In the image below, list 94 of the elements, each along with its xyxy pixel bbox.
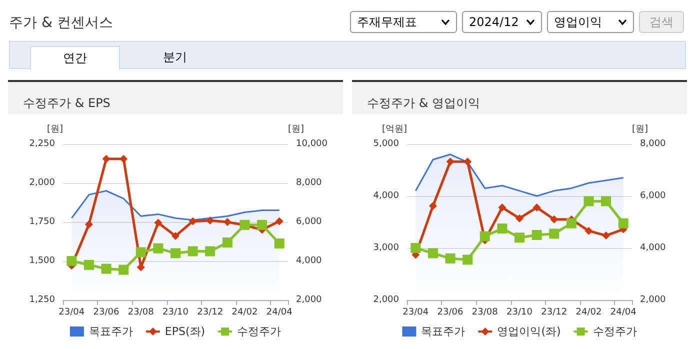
legend-label: 목표주가 bbox=[421, 325, 466, 338]
point bbox=[464, 158, 472, 166]
x-tick-label: 23/04 bbox=[58, 308, 85, 318]
legend-label: 수정주가 bbox=[237, 325, 282, 338]
x-tick-label: 24/02 bbox=[576, 308, 602, 318]
y2-axis-title: [원] bbox=[632, 124, 648, 134]
y2-tick-label: 8,000 bbox=[296, 178, 322, 188]
text: 검색 bbox=[639, 11, 684, 33]
point bbox=[120, 154, 128, 163]
point bbox=[136, 247, 146, 258]
point bbox=[584, 196, 594, 206]
point bbox=[257, 220, 268, 230]
y2-axis-title: [원] bbox=[288, 124, 304, 134]
point bbox=[102, 154, 110, 163]
point bbox=[462, 254, 473, 265]
point bbox=[172, 232, 180, 240]
y-tick-label: 4,000 bbox=[373, 191, 400, 201]
point bbox=[602, 232, 610, 240]
y-axis-title: [원] bbox=[46, 124, 63, 134]
y2-tick-label: 2,000 bbox=[640, 295, 666, 305]
y-tick-label: 1,500 bbox=[29, 256, 56, 266]
point bbox=[274, 238, 284, 248]
y2-tick-label: 6,000 bbox=[296, 217, 322, 227]
point bbox=[428, 248, 438, 258]
point bbox=[101, 264, 112, 274]
legend-label: 목표주가 bbox=[88, 325, 133, 338]
x-tick-label: 23/10 bbox=[162, 308, 189, 318]
legend-label: 수정주가 bbox=[592, 325, 637, 338]
point bbox=[205, 246, 216, 256]
text: 영업이익 bbox=[554, 14, 602, 30]
point bbox=[118, 264, 129, 275]
point bbox=[532, 230, 542, 240]
y2-tick-label: 4,000 bbox=[296, 256, 322, 266]
x-tick-label: 23/12 bbox=[197, 308, 224, 318]
point bbox=[618, 218, 628, 228]
text: 연간 bbox=[30, 46, 120, 70]
x-tick-label: 23/12 bbox=[541, 308, 568, 318]
point bbox=[584, 226, 593, 235]
x-tick-label: 24/02 bbox=[232, 308, 258, 318]
y-tick-label: 2,000 bbox=[373, 295, 400, 305]
point bbox=[188, 246, 198, 256]
y2-tick-label: 10,000 bbox=[296, 139, 328, 149]
text: 주재무제표 bbox=[357, 14, 417, 30]
x-tick-label: 23/08 bbox=[472, 308, 498, 318]
x-tick-label: 23/08 bbox=[128, 308, 154, 318]
x-tick-label: 23/04 bbox=[402, 308, 429, 318]
y-tick-label: 1,750 bbox=[29, 217, 56, 227]
point bbox=[84, 220, 93, 228]
point bbox=[66, 256, 77, 266]
point bbox=[601, 196, 612, 206]
point bbox=[170, 248, 180, 258]
x-tick-label: 23/06 bbox=[93, 308, 120, 318]
point bbox=[188, 217, 197, 226]
point bbox=[410, 243, 421, 253]
legend-label: 영업이익(좌) bbox=[497, 325, 561, 338]
y-tick-label: 2,250 bbox=[29, 139, 56, 149]
y-tick-label: 1,250 bbox=[29, 295, 56, 305]
point bbox=[497, 224, 508, 234]
point bbox=[428, 202, 437, 210]
x-tick-label: 23/10 bbox=[506, 308, 533, 318]
y-tick-label: 2,000 bbox=[29, 178, 56, 188]
point bbox=[566, 218, 576, 228]
point bbox=[275, 217, 284, 226]
y2-tick-label: 6,000 bbox=[640, 191, 666, 201]
point bbox=[480, 231, 490, 242]
y-tick-label: 3,000 bbox=[373, 243, 400, 253]
chart-title: 수정주가 & EPS bbox=[23, 96, 110, 110]
text: 분기 bbox=[162, 49, 188, 66]
legend-label: EPS(좌) bbox=[164, 325, 206, 338]
y2-tick-label: 8,000 bbox=[640, 139, 666, 149]
point bbox=[84, 260, 94, 270]
point bbox=[153, 243, 164, 254]
y2-tick-label: 4,000 bbox=[640, 243, 666, 253]
x-tick-label: 24/04 bbox=[266, 308, 293, 318]
point bbox=[445, 253, 456, 264]
point bbox=[516, 214, 524, 222]
point bbox=[446, 158, 454, 166]
x-tick-label: 23/06 bbox=[437, 308, 464, 318]
point bbox=[206, 216, 214, 224]
point bbox=[498, 203, 506, 212]
point bbox=[514, 232, 524, 243]
y2-tick-label: 2,000 bbox=[296, 295, 322, 305]
x-tick-label: 24/04 bbox=[610, 308, 637, 318]
point bbox=[550, 215, 558, 224]
chart-title: 수정주가 & 영업이익 bbox=[367, 96, 480, 110]
point bbox=[532, 203, 541, 212]
point bbox=[222, 237, 232, 248]
text: 주가 & 컨센서스 bbox=[9, 14, 113, 32]
point bbox=[549, 228, 560, 239]
y-tick-label: 5,000 bbox=[373, 139, 400, 149]
text: 2024/12 bbox=[469, 15, 519, 29]
y-axis-title: [억원] bbox=[382, 124, 407, 134]
point bbox=[154, 218, 162, 227]
point bbox=[223, 218, 232, 226]
